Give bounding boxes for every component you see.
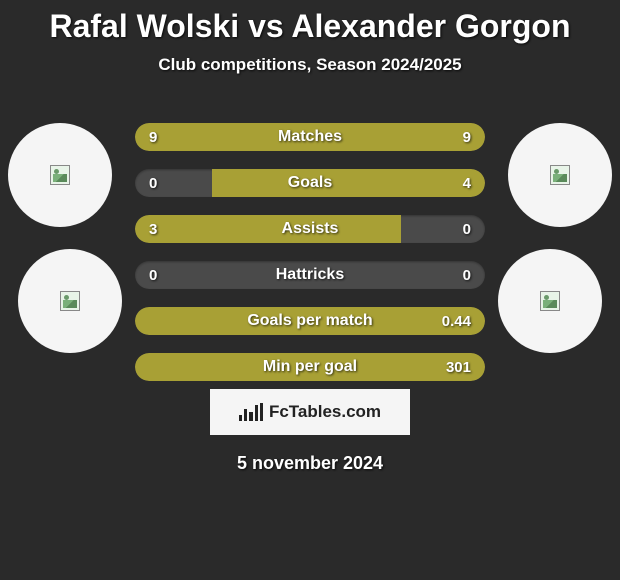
comparison-chart: Matches99Goals04Assists30Hattricks00Goal… [0,105,620,385]
stat-value-right: 9 [463,123,471,151]
comparison-subtitle: Club competitions, Season 2024/2025 [0,55,620,75]
broken-image-icon [50,165,70,185]
stat-value-left: 9 [149,123,157,151]
player1-club-avatar [8,123,112,227]
stat-value-right: 0 [463,261,471,289]
player2-club-avatar [508,123,612,227]
broken-image-icon [550,165,570,185]
stat-bars: Matches99Goals04Assists30Hattricks00Goal… [135,123,485,399]
stat-value-right: 0.44 [442,307,471,335]
stat-row: Assists3 0 [135,215,485,243]
player1-avatar [18,249,122,353]
branding-text: FcTables.com [269,402,381,422]
bar-chart-icon [239,403,263,421]
stat-value-left: 0 [149,261,157,289]
stat-value-right: 4 [463,169,471,197]
stat-row: Matches9 9 [135,123,485,151]
snapshot-date: 5 november 2024 [0,453,620,474]
stat-label: Hattricks [135,261,485,289]
stat-label: Assists [135,215,485,243]
stat-label: Goals [135,169,485,197]
comparison-title: Rafal Wolski vs Alexander Gorgon [0,0,620,45]
stat-row: Min per goal301 [135,353,485,381]
stat-value-right: 301 [446,353,471,381]
stat-row: Goals0 4 [135,169,485,197]
stat-row: Goals per match0.44 [135,307,485,335]
stat-value-left: 0 [149,169,157,197]
stat-row: Hattricks0 0 [135,261,485,289]
stat-value-right: 0 [463,215,471,243]
stat-value-left: 3 [149,215,157,243]
stat-label: Goals per match [135,307,485,335]
player2-avatar [498,249,602,353]
stat-label: Matches [135,123,485,151]
stat-label: Min per goal [135,353,485,381]
broken-image-icon [540,291,560,311]
broken-image-icon [60,291,80,311]
